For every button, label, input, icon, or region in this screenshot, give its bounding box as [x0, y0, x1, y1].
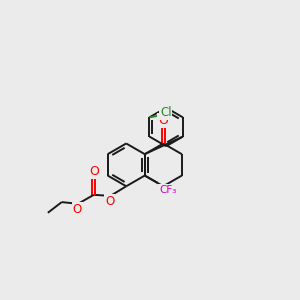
- Text: O: O: [105, 195, 114, 208]
- Text: O: O: [73, 203, 82, 216]
- Text: O: O: [158, 114, 168, 127]
- Text: O: O: [89, 165, 99, 178]
- Text: O: O: [160, 185, 170, 198]
- Text: CF₃: CF₃: [159, 184, 177, 195]
- Text: Cl: Cl: [160, 106, 172, 119]
